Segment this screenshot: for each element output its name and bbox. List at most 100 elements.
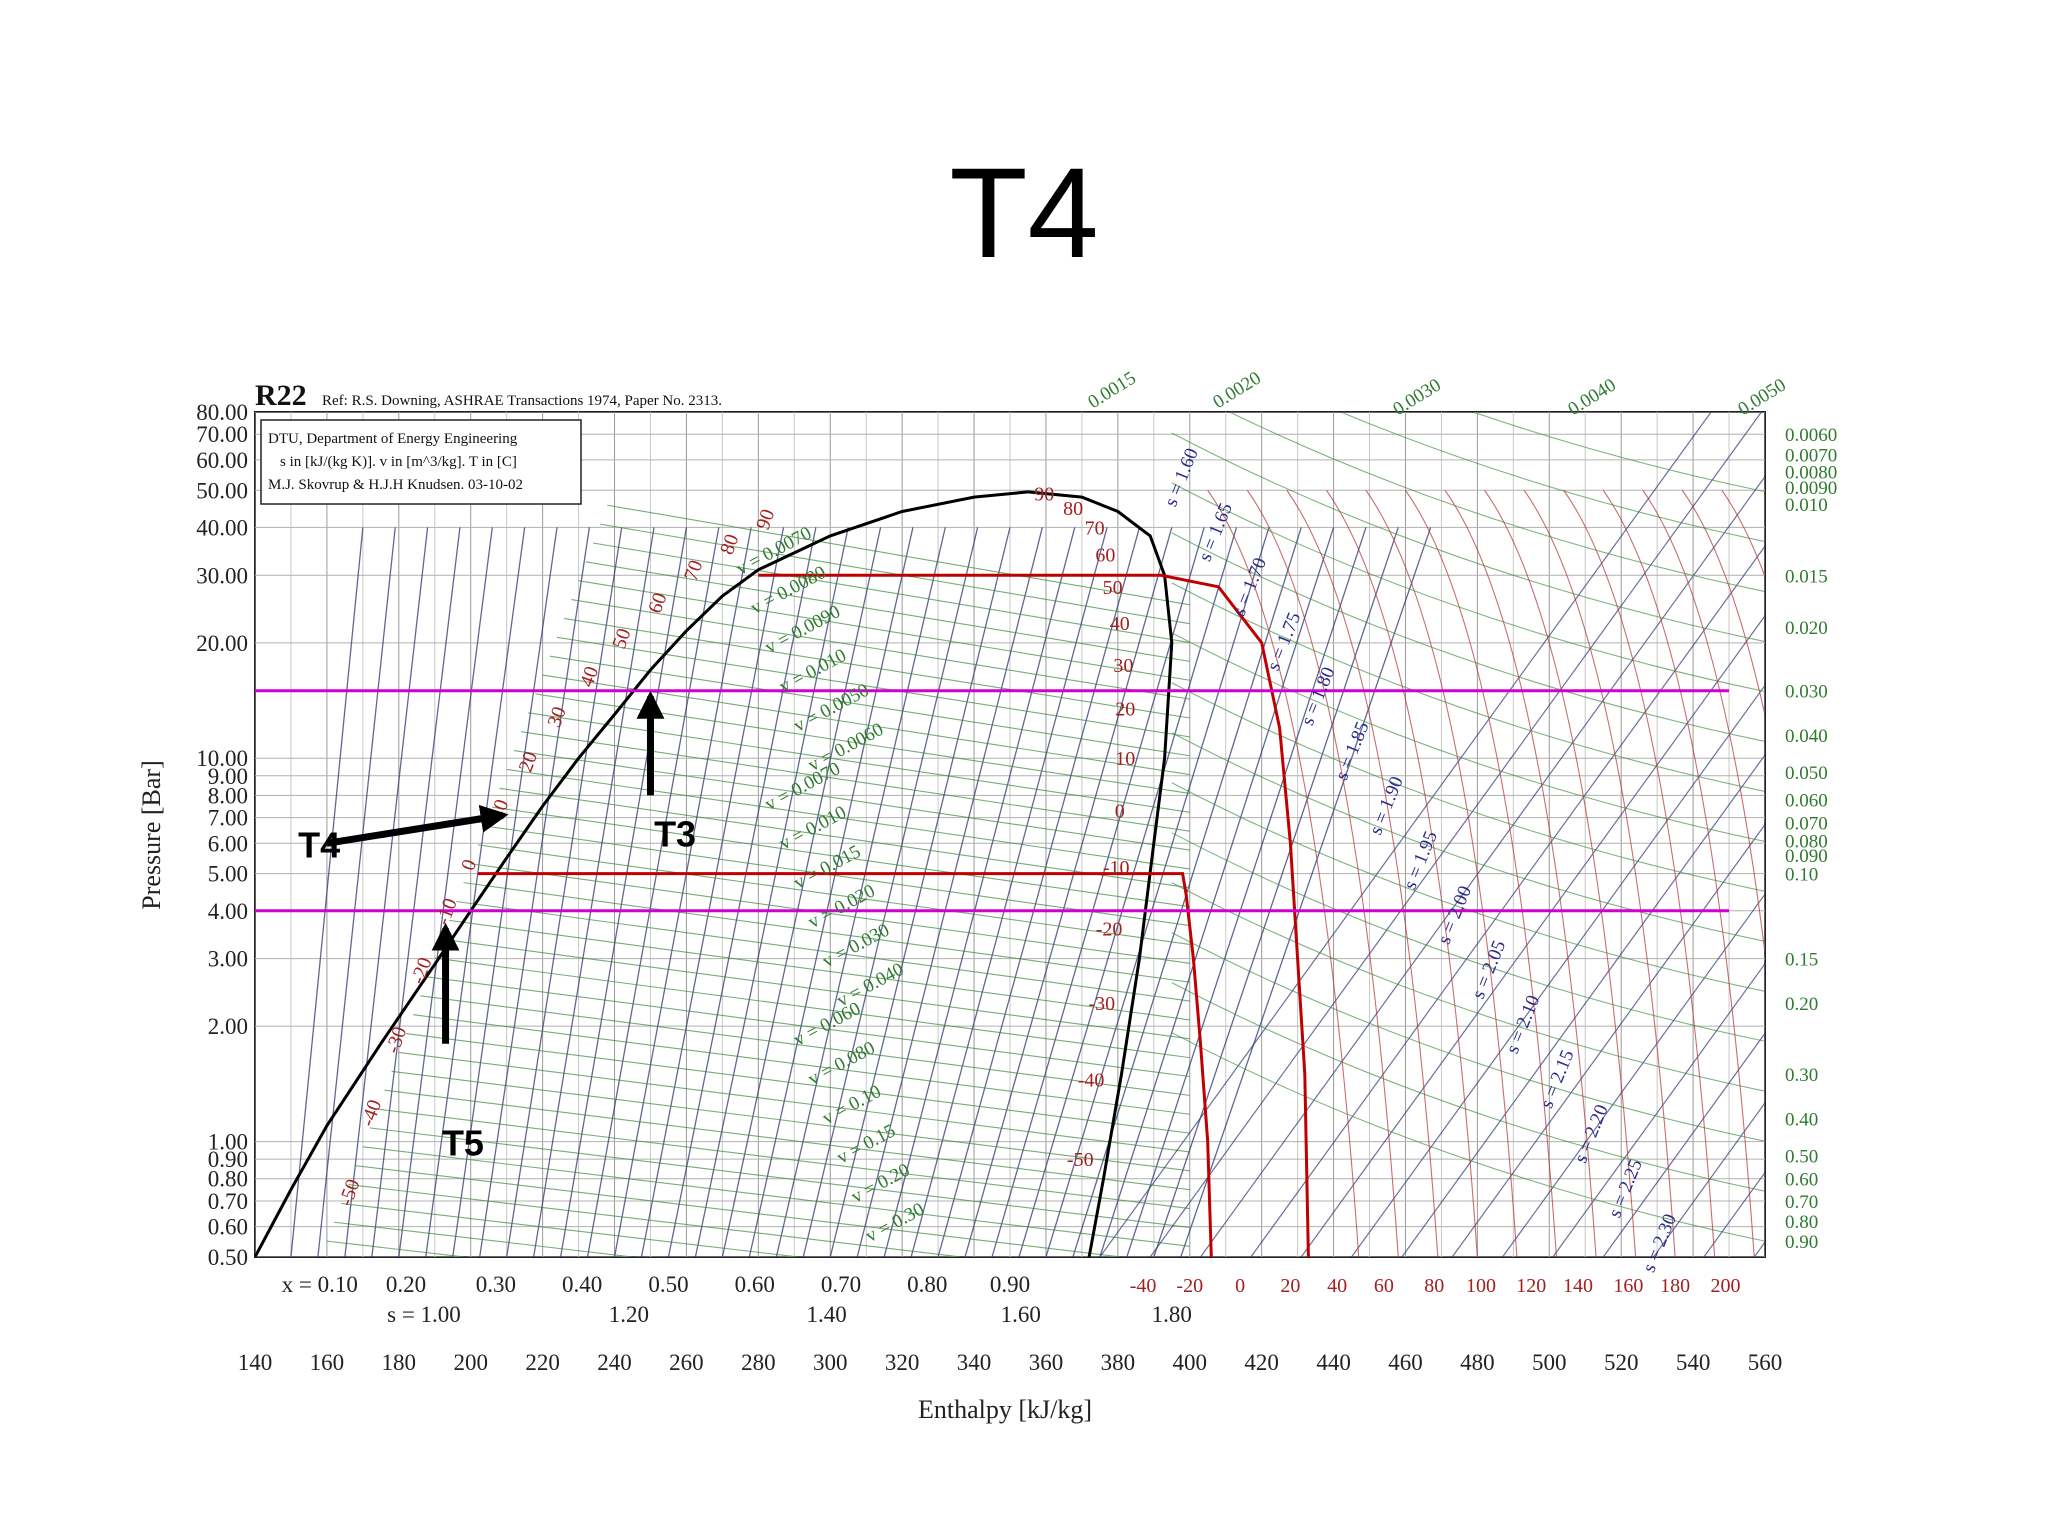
isoline-green	[341, 1202, 803, 1257]
isoline-green	[369, 1127, 1190, 1229]
right-volume-label: 0.070	[1785, 813, 1828, 834]
isoline-entropy	[1602, 1032, 1765, 1257]
y-tick-label: 0.80	[208, 1167, 248, 1192]
dome-temp-label-vapor: 50	[1103, 577, 1123, 599]
x-tick-label: 400	[1173, 1350, 1208, 1375]
isoline-blue	[1099, 527, 1335, 1257]
isoline-blue	[883, 527, 1076, 1257]
annotation-label: T5	[442, 1123, 484, 1164]
isoline-blue	[667, 527, 817, 1257]
y-tick-label: 70.00	[196, 422, 248, 447]
isoline-temperature	[1405, 489, 1558, 1257]
isoline-green	[377, 1108, 1190, 1210]
temperature-scale-label: 20	[1280, 1275, 1300, 1297]
isoline-green	[528, 712, 1190, 813]
x-tick-label: 560	[1748, 1350, 1783, 1375]
isoline-green	[420, 995, 1190, 1096]
dome-temp-label-vapor: 90	[1034, 484, 1054, 506]
right-volume-label: 0.010	[1785, 495, 1828, 516]
temperature-scale-label: 0	[1235, 1275, 1245, 1297]
x-tick-label: 420	[1244, 1350, 1279, 1375]
dome-temp-label-vapor: 80	[1063, 498, 1083, 520]
x-tick-label: 320	[885, 1350, 920, 1375]
quality-scale-label: 0.80	[907, 1272, 947, 1297]
temperature-scale-label: 40	[1327, 1275, 1347, 1297]
isoline-green	[348, 1183, 966, 1257]
y-tick-label: 80.00	[196, 400, 248, 425]
isoline-temperature	[1246, 489, 1399, 1257]
y-tick-label: 20.00	[196, 631, 248, 656]
isoline-volume	[1228, 412, 1765, 593]
isoline-green	[477, 844, 1190, 945]
dome-temp-label-vapor: 40	[1110, 613, 1130, 635]
top-volume-label: 0.0020	[1209, 368, 1264, 413]
top-volume-label: 0.0015	[1084, 368, 1139, 413]
x-tick-label: 220	[525, 1350, 560, 1375]
isoline-green	[441, 938, 1190, 1040]
isoline-green	[334, 1221, 638, 1257]
isoline-green	[413, 1014, 1190, 1115]
series-layer	[255, 490, 1729, 1257]
isoline-green	[398, 1051, 1190, 1153]
y-tick-label: 5.00	[208, 862, 248, 887]
isoline-green	[391, 1070, 1190, 1172]
quality-scale-label: 0.20	[386, 1272, 426, 1297]
temperature-scale-label: 60	[1374, 1275, 1394, 1297]
isoline-entropy	[1099, 412, 1712, 1257]
annotation-label: T3	[654, 814, 696, 855]
isoline-volume	[1171, 982, 1765, 1192]
isoline-blue	[1126, 527, 1367, 1257]
isoline-temperature	[1484, 489, 1637, 1257]
isoline-temperature	[1207, 489, 1360, 1257]
right-volume-label: 0.080	[1785, 832, 1828, 853]
isoline-volume	[1171, 432, 1765, 643]
dome-temp-label-vapor: 30	[1113, 655, 1133, 677]
isoline-green	[427, 976, 1190, 1078]
series-line	[1027, 490, 1174, 1257]
x-axis-label: Enthalpy [kJ/kg]	[918, 1395, 1092, 1424]
isoline-green	[355, 1165, 1126, 1257]
quality-scale-label: 0.70	[821, 1272, 861, 1297]
isoline-green	[384, 1089, 1190, 1191]
y-tick-label: 0.60	[208, 1215, 248, 1240]
isoline-volume	[1171, 632, 1765, 842]
isoline-green	[520, 731, 1190, 832]
isoline-green	[470, 863, 1190, 964]
x-tick-label: 140	[238, 1350, 273, 1375]
y-tick-label: 6.00	[208, 831, 248, 856]
right-volume-label: 0.50	[1785, 1146, 1818, 1167]
isoline-entropy	[1855, 412, 2048, 1257]
isoline-blue	[452, 527, 558, 1257]
dome-temp-label-vapor: -40	[1078, 1070, 1105, 1092]
isoline-entropy	[1653, 1101, 1765, 1257]
x-tick-label: 500	[1532, 1350, 1567, 1375]
isoline-volume	[1171, 682, 1765, 892]
right-volume-label: 0.015	[1785, 566, 1828, 587]
right-volume-label: 0.80	[1785, 1212, 1818, 1233]
isoline-blue	[586, 527, 720, 1257]
y-axis-label: Pressure [Bar]	[137, 760, 166, 909]
temperature-scale-label: 200	[1710, 1275, 1740, 1297]
y-tick-label: 4.00	[208, 899, 248, 924]
isoline-green	[585, 561, 1190, 662]
dome-temp-label-vapor: -10	[1103, 857, 1130, 879]
temperature-scale-label: -20	[1176, 1275, 1203, 1297]
isoline-green	[492, 806, 1190, 908]
isoline-green	[506, 768, 1190, 870]
dome-temp-label-vapor: -20	[1096, 918, 1123, 940]
isoline-entropy	[1805, 412, 2048, 1257]
isoline-blue	[1045, 527, 1270, 1257]
isoline-blue	[371, 527, 461, 1257]
isoline-temperature	[1286, 489, 1439, 1257]
isoline-green	[449, 919, 1190, 1021]
x-tick-label: 240	[597, 1350, 632, 1375]
isoline-temperature	[1523, 489, 1676, 1257]
annotation-arrow	[326, 804, 509, 847]
y-tick-label: 8.00	[208, 783, 248, 808]
x-tick-label: 360	[1029, 1350, 1064, 1375]
slide-title: T4	[949, 142, 1099, 285]
isoline-entropy	[1502, 893, 1765, 1257]
y-tick-label: 40.00	[196, 515, 248, 540]
